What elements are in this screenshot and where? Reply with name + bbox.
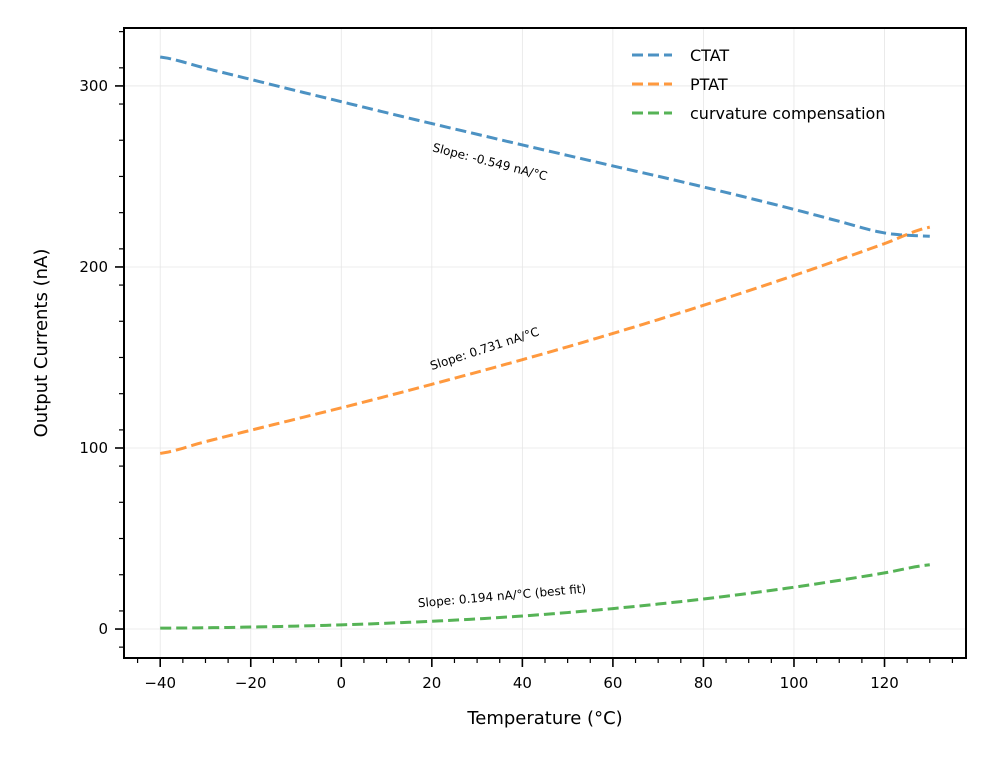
- x-tick-label: 40: [513, 674, 532, 692]
- annotation-layer: Slope: -0.549 nA/°C Slope: 0.731 nA/°C Slo…: [417, 140, 586, 610]
- x-axis-title: Temperature (°C): [466, 708, 622, 729]
- x-tick-label: 0: [337, 674, 347, 692]
- slope-annotation: Slope: 0.194 nA/°C (best fit): [417, 582, 586, 611]
- legend-label: PTAT: [690, 75, 728, 94]
- x-tick-label: 80: [694, 674, 713, 692]
- legend: CTAT PTAT curvature compensation: [632, 46, 885, 123]
- series-line-2: [160, 563, 930, 630]
- x-tick-label: 100: [780, 674, 809, 692]
- series-line-0: [159, 55, 930, 238]
- y-tick-label: 0: [98, 620, 108, 638]
- series-layer: [159, 55, 931, 630]
- slope-annotation: Slope: 0.731 nA/°C: [428, 325, 540, 373]
- ticks: −40 −20 0 20 40 60 80 100 120 0 100 200 300: [79, 31, 954, 692]
- y-tick-label: 100: [79, 439, 108, 457]
- x-tick-label: −40: [144, 674, 176, 692]
- x-tick-label: 20: [422, 674, 441, 692]
- x-tick-label: 120: [870, 674, 899, 692]
- legend-label: curvature compensation: [690, 104, 885, 123]
- x-tick-label: −20: [235, 674, 267, 692]
- series-line-1: [159, 225, 931, 455]
- y-axis-title: Output Currents (nA): [31, 249, 52, 438]
- x-tick-label: 60: [603, 674, 622, 692]
- y-tick-label: 200: [79, 258, 108, 276]
- legend-label: CTAT: [690, 46, 729, 65]
- slope-annotation: Slope: -0.549 nA/°C: [431, 140, 549, 183]
- grid: [124, 28, 966, 658]
- y-tick-label: 300: [79, 77, 108, 95]
